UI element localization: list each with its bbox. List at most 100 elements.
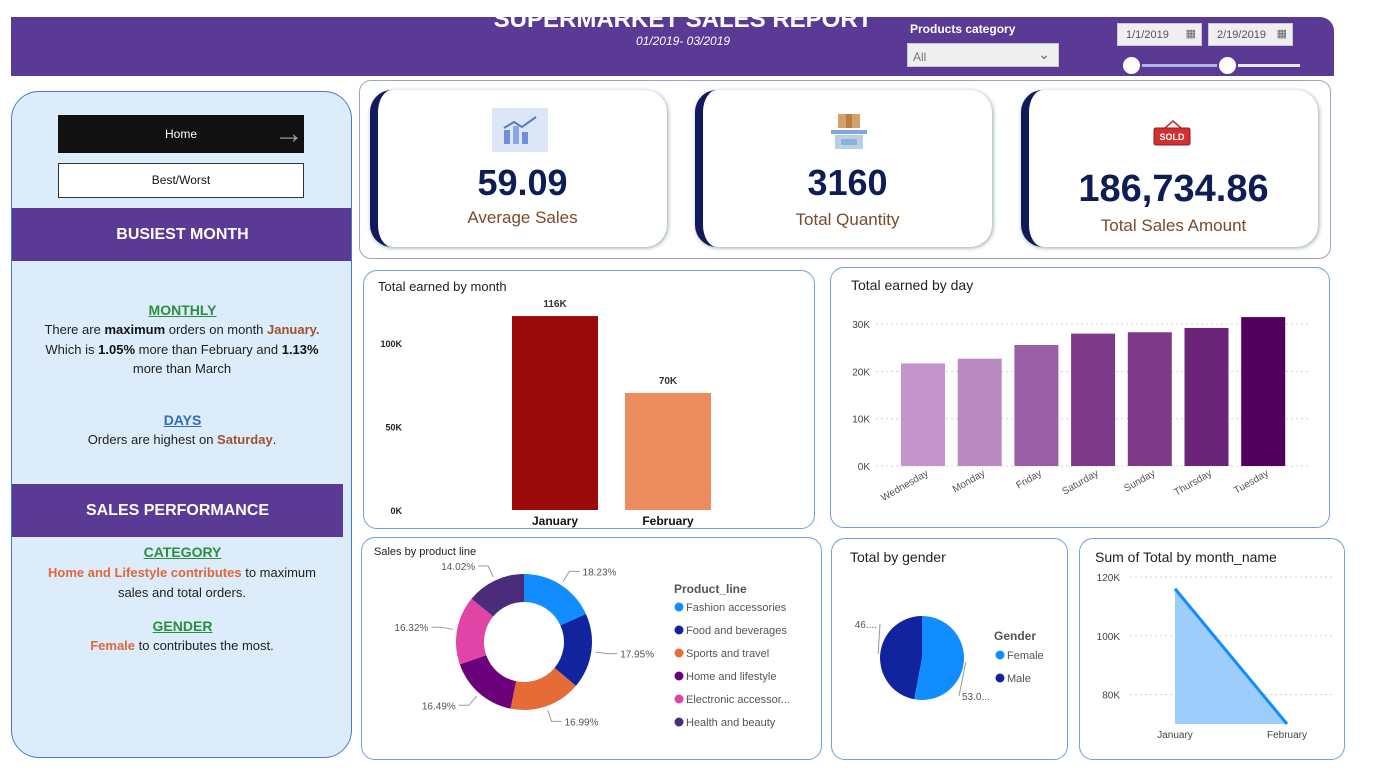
legend-item: Electronic accessor... bbox=[686, 694, 790, 706]
slice-value-label: 17.95% bbox=[620, 650, 654, 661]
leader-line bbox=[458, 695, 478, 706]
donut-slice bbox=[524, 574, 586, 626]
x-tick-label: Thursday bbox=[1172, 468, 1214, 498]
product-donut-chart: 18.23% 17.95% 16.99% 16.49% 16.32% 14.02% Prod… bbox=[394, 562, 790, 729]
best-worst-button[interactable]: Best/Worst bbox=[58, 163, 304, 198]
leader-line bbox=[478, 565, 494, 578]
calendar-icon: ▦ bbox=[1276, 28, 1287, 40]
kpi-total-quantity: 3160 Total Quantity bbox=[695, 90, 992, 247]
bar bbox=[1127, 332, 1172, 466]
kpi-total-sales-amount: SOLD 186,734.86 Total Sales Amount bbox=[1021, 90, 1318, 247]
sold-tag-icon: SOLD bbox=[1153, 120, 1191, 146]
legend-swatch bbox=[674, 717, 684, 727]
x-tick-label: Sunday bbox=[1122, 468, 1157, 494]
page-title: SUPERMARKET SALES REPORT bbox=[493, 6, 873, 33]
date-slider-end-handle[interactable] bbox=[1216, 55, 1238, 76]
legend-item: Health and beauty bbox=[686, 717, 776, 729]
package-scale-icon bbox=[831, 114, 867, 149]
slice-value-label: 53.0... bbox=[962, 692, 990, 703]
y-tick-label: 30K bbox=[852, 320, 870, 331]
average-sales-value: 59.09 bbox=[477, 162, 568, 203]
average-sales-label: Average Sales bbox=[467, 208, 578, 227]
legend-swatch bbox=[674, 694, 684, 704]
legend-item: Home and lifestyle bbox=[686, 671, 777, 683]
header-bar bbox=[11, 17, 1334, 76]
total-sales-amount-label: Total Sales Amount bbox=[1100, 216, 1247, 235]
x-tick-label: Tuesday bbox=[1232, 468, 1270, 497]
slice-value-label: 14.02% bbox=[441, 562, 475, 573]
kpi-container bbox=[359, 80, 1331, 259]
busiest-month-band: BUSIEST MONTH bbox=[12, 208, 351, 261]
y-tick-label: 80K bbox=[1102, 691, 1120, 702]
bar bbox=[1184, 327, 1229, 466]
home-button[interactable]: Home → bbox=[58, 115, 304, 153]
chart-panel-product: Sales by product line 18.23% 17.95% 16.99%… bbox=[361, 537, 822, 760]
sales-performance-band: SALES PERFORMANCE bbox=[12, 484, 343, 537]
leader-line bbox=[547, 709, 562, 722]
legend-item: Male bbox=[1007, 673, 1031, 685]
legend-item: Sports and travel bbox=[686, 648, 769, 660]
legend-swatch bbox=[674, 648, 684, 658]
category-select-value: All bbox=[913, 50, 927, 64]
pie-slice bbox=[914, 616, 965, 700]
slice-value-label: 16.49% bbox=[422, 701, 456, 712]
total-quantity-label: Total Quantity bbox=[795, 210, 900, 229]
bar bbox=[1014, 344, 1059, 466]
donut-slice bbox=[554, 613, 592, 686]
legend-swatch bbox=[995, 673, 1005, 683]
end-date-input[interactable]: 2/19/2019 ▦ bbox=[1208, 23, 1293, 46]
start-date-input[interactable]: 1/1/2019 ▦ bbox=[1117, 23, 1202, 46]
day-bar-chart: 0K 10K 20K 30K Wednesday Monday Friday Saturday… bbox=[852, 317, 1309, 504]
x-tick-label: February bbox=[642, 514, 694, 528]
sales-chart-icon bbox=[492, 108, 548, 152]
y-tick-label: 100K bbox=[1097, 632, 1121, 643]
leader-line bbox=[595, 651, 618, 655]
leader-line bbox=[877, 623, 881, 654]
arrow-right-icon: → bbox=[274, 117, 304, 150]
x-tick-label: Saturday bbox=[1060, 468, 1100, 498]
gender-chart-title: Total by gender bbox=[850, 549, 946, 565]
legend-title: Product_line bbox=[674, 582, 747, 596]
kpi-average-sales: 59.09 Average Sales bbox=[370, 90, 667, 247]
month-bar-chart: 0K 50K 100K 116K January 70K February bbox=[380, 299, 711, 528]
y-tick-label: 0K bbox=[390, 506, 402, 516]
gender-text: Female to contributes the most. bbox=[90, 638, 274, 653]
bar bbox=[901, 363, 945, 466]
date-slider-start-handle[interactable] bbox=[1120, 55, 1142, 76]
leader-line bbox=[958, 662, 967, 697]
x-tick-label: January bbox=[1157, 730, 1193, 741]
legend-item: Food and beverages bbox=[686, 625, 787, 637]
days-heading: DAYS bbox=[163, 412, 202, 428]
leader-line bbox=[562, 570, 580, 582]
donut-slice bbox=[471, 574, 524, 617]
days-text: Orders are highest on Saturday. bbox=[87, 432, 277, 447]
y-tick-label: 20K bbox=[852, 367, 870, 378]
chart-panel-monthname: Sum of Total by month_name 80K 100K 120K Ja… bbox=[1079, 538, 1345, 760]
page-subtitle: 01/2019- 03/2019 bbox=[635, 34, 731, 48]
category-select[interactable]: All ⌄ bbox=[907, 43, 1059, 67]
category-text: Home and Lifestyle contributes to maximu… bbox=[48, 565, 316, 600]
x-tick-label: February bbox=[1267, 730, 1307, 741]
total-sales-amount-value: 186,734.86 bbox=[1078, 168, 1269, 210]
donut-slice bbox=[456, 598, 494, 665]
y-tick-label: 0K bbox=[858, 462, 871, 473]
chart-panel-month: Total earned by month 0K 50K 100K 116K Janua… bbox=[363, 270, 815, 529]
chevron-down-icon: ⌄ bbox=[1038, 46, 1050, 62]
series-line bbox=[1173, 587, 1289, 725]
legend-swatch bbox=[674, 625, 684, 635]
legend-item: Fashion accessories bbox=[686, 602, 787, 614]
monthly-text: There are maximum orders on month Januar… bbox=[44, 322, 320, 376]
chart-panel-gender: Total by gender 53.0... 46.... Gender Femal… bbox=[831, 538, 1068, 760]
day-chart-title: Total earned by day bbox=[851, 277, 974, 293]
donut-slice bbox=[459, 655, 517, 709]
slice-value-label: 16.99% bbox=[565, 717, 599, 728]
monthname-chart-title: Sum of Total by month_name bbox=[1095, 549, 1277, 565]
monthly-heading: MONTHLY bbox=[148, 302, 217, 318]
end-date-value: 2/19/2019 bbox=[1217, 29, 1266, 41]
legend-swatch bbox=[674, 602, 684, 612]
total-quantity-value: 3160 bbox=[807, 162, 888, 203]
product-chart-title: Sales by product line bbox=[374, 546, 477, 558]
y-tick-label: 100K bbox=[380, 339, 402, 349]
calendar-icon: ▦ bbox=[1185, 28, 1196, 40]
